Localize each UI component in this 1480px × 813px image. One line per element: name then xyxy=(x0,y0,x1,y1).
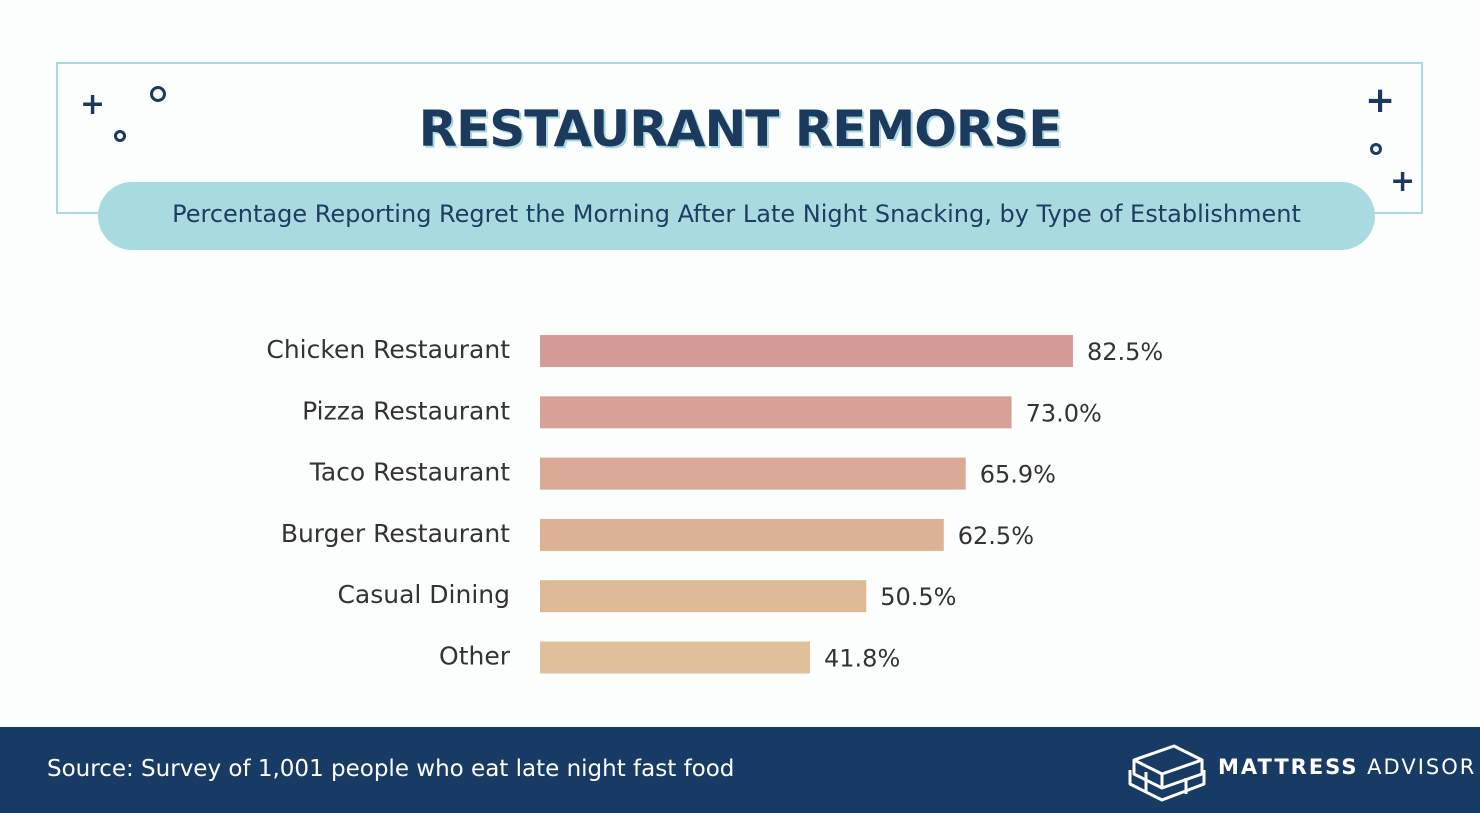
source-note: Source: Survey of 1,001 people who eat l… xyxy=(47,756,735,782)
category-label: Casual Dining xyxy=(337,580,510,609)
brand-name: MATTRESS ADVISOR xyxy=(1218,755,1477,779)
bar xyxy=(540,335,1073,367)
data-label: 82.5% xyxy=(1087,338,1163,366)
bar xyxy=(540,457,966,490)
data-label: 65.9% xyxy=(980,461,1056,489)
data-label: 50.5% xyxy=(880,583,956,611)
category-label: Taco Restaurant xyxy=(309,458,511,487)
plus-icon: + xyxy=(1390,164,1416,199)
data-label: 62.5% xyxy=(958,522,1034,550)
category-label: Burger Restaurant xyxy=(281,519,510,548)
data-label: 41.8% xyxy=(824,645,900,673)
bar-chart: Chicken Restaurant 82.5% Pizza Restaurant 7… xyxy=(266,335,1163,674)
bar xyxy=(540,641,811,674)
circle-icon xyxy=(150,86,166,102)
plus-icon: + xyxy=(80,87,106,122)
circle-icon xyxy=(114,130,126,142)
data-label: 73.0% xyxy=(1026,399,1102,427)
circle-icon xyxy=(1370,143,1382,155)
chart-subtitle: Percentage Reporting Regret the Morning … xyxy=(172,200,1301,228)
bar xyxy=(540,580,867,613)
category-label: Other xyxy=(439,642,511,671)
plus-icon: + xyxy=(1365,80,1396,121)
footer-bar xyxy=(0,727,1480,813)
subtitle-pill xyxy=(98,182,1375,250)
category-label: Pizza Restaurant xyxy=(302,396,510,425)
mattress-logo-icon xyxy=(1128,744,1206,802)
category-label: Chicken Restaurant xyxy=(266,335,510,364)
bar xyxy=(540,396,1012,429)
chart-title: RESTAURANT REMORSE xyxy=(418,100,1063,158)
bar xyxy=(540,518,944,551)
